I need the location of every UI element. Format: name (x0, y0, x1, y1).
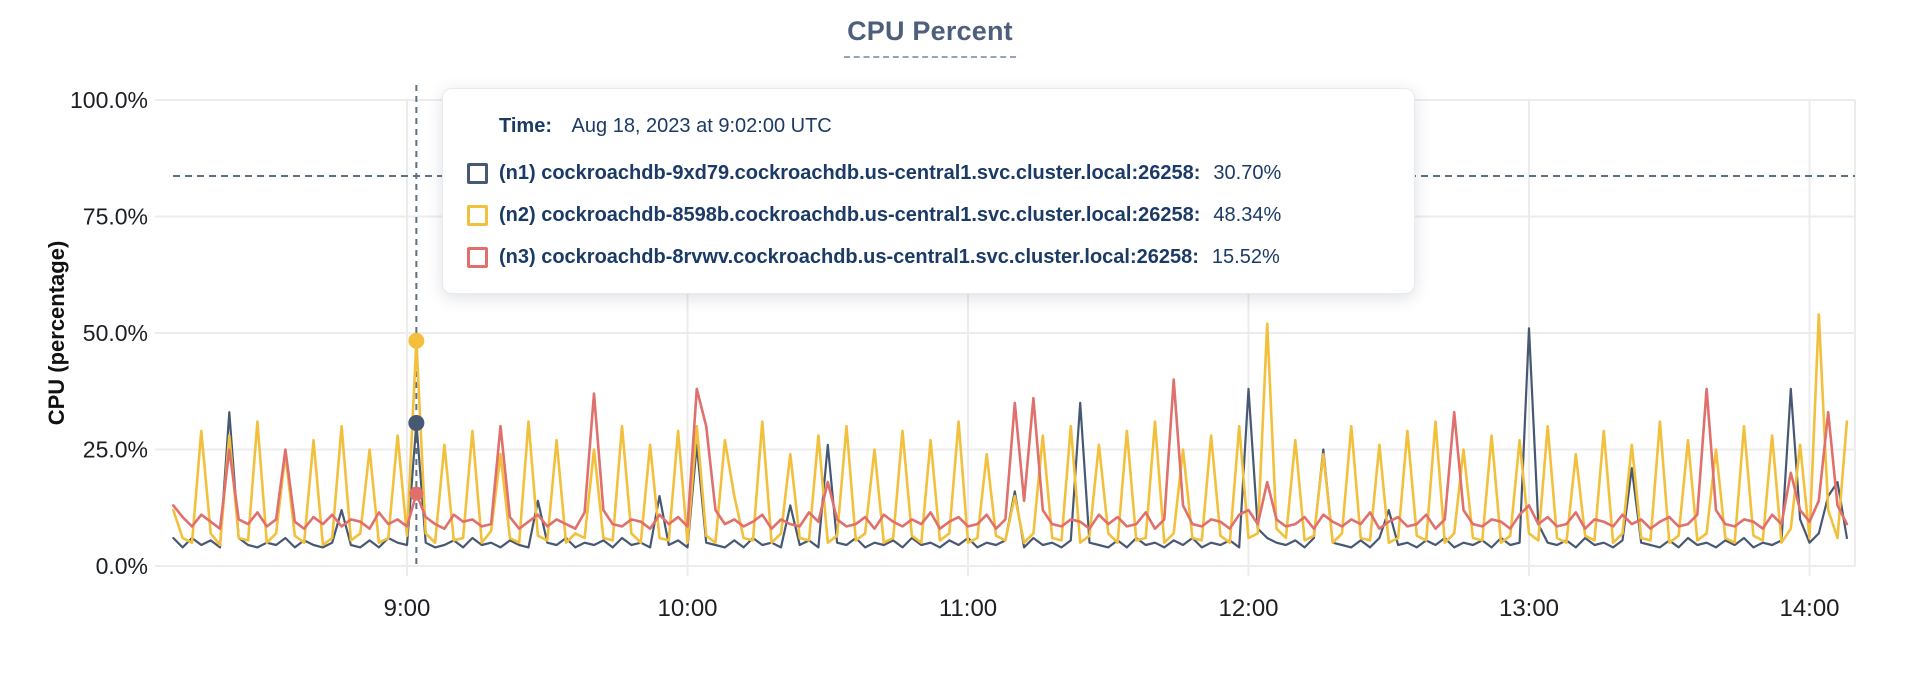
chart-title-wrap: CPU Percent (0, 16, 1860, 58)
tooltip-series-row: (n2) cockroachdb-8598b.cockroachdb.us-ce… (467, 204, 1390, 227)
y-axis-tick-label: 0.0% (96, 553, 148, 579)
tooltip-series-value: 15.52% (1211, 246, 1280, 268)
tooltip-series-rows: (n1) cockroachdb-9xd79.cockroachdb.us-ce… (467, 162, 1390, 269)
x-axis-tick-label: 12:00 (1218, 595, 1278, 622)
tooltip-time-label: Time: (499, 115, 552, 137)
hover-dot-n3 (409, 486, 424, 501)
hover-dot-n1 (408, 414, 425, 431)
tooltip-series-name: (n2) cockroachdb-8598b.cockroachdb.us-ce… (499, 204, 1201, 226)
y-axis-tick-label: 75.0% (83, 204, 148, 230)
x-axis-tick-label: 14:00 (1779, 595, 1839, 622)
tooltip-series-value: 48.34% (1213, 204, 1282, 226)
series-line-n2[interactable] (172, 313, 1849, 547)
series-color-swatch-icon (467, 163, 488, 184)
chart-title: CPU Percent (844, 16, 1016, 58)
x-axis-tick-label: 9:00 (384, 595, 431, 622)
x-axis-tick-label: 10:00 (657, 595, 717, 622)
x-axis-tick-label: 13:00 (1499, 595, 1559, 622)
chart-hover-tooltip: Time: Aug 18, 2023 at 9:02:00 UTC (n1) c… (442, 88, 1415, 294)
y-axis-tick-label: 100.0% (70, 87, 148, 113)
tooltip-series-row: (n3) cockroachdb-8rvwv.cockroachdb.us-ce… (467, 246, 1390, 269)
series-color-swatch-icon (467, 205, 488, 226)
tooltip-time-value: Aug 18, 2023 at 9:02:00 UTC (571, 115, 832, 137)
hover-dot-n2 (408, 332, 425, 349)
tooltip-series-name: (n3) cockroachdb-8rvwv.cockroachdb.us-ce… (499, 246, 1199, 268)
tooltip-series-name: (n1) cockroachdb-9xd79.cockroachdb.us-ce… (499, 162, 1201, 184)
tooltip-time-row: Time: Aug 18, 2023 at 9:02:00 UTC (467, 115, 1390, 138)
series-color-swatch-icon (467, 247, 488, 268)
tooltip-series-row: (n1) cockroachdb-9xd79.cockroachdb.us-ce… (467, 162, 1390, 185)
y-axis-title: CPU (percentage) (44, 241, 69, 426)
series-line-n3[interactable] (172, 378, 1849, 531)
y-axis-tick-label: 25.0% (83, 437, 148, 463)
x-axis-tick-label: 11:00 (939, 595, 997, 622)
tooltip-series-value: 30.70% (1213, 162, 1282, 184)
y-axis-tick-label: 50.0% (83, 320, 148, 346)
